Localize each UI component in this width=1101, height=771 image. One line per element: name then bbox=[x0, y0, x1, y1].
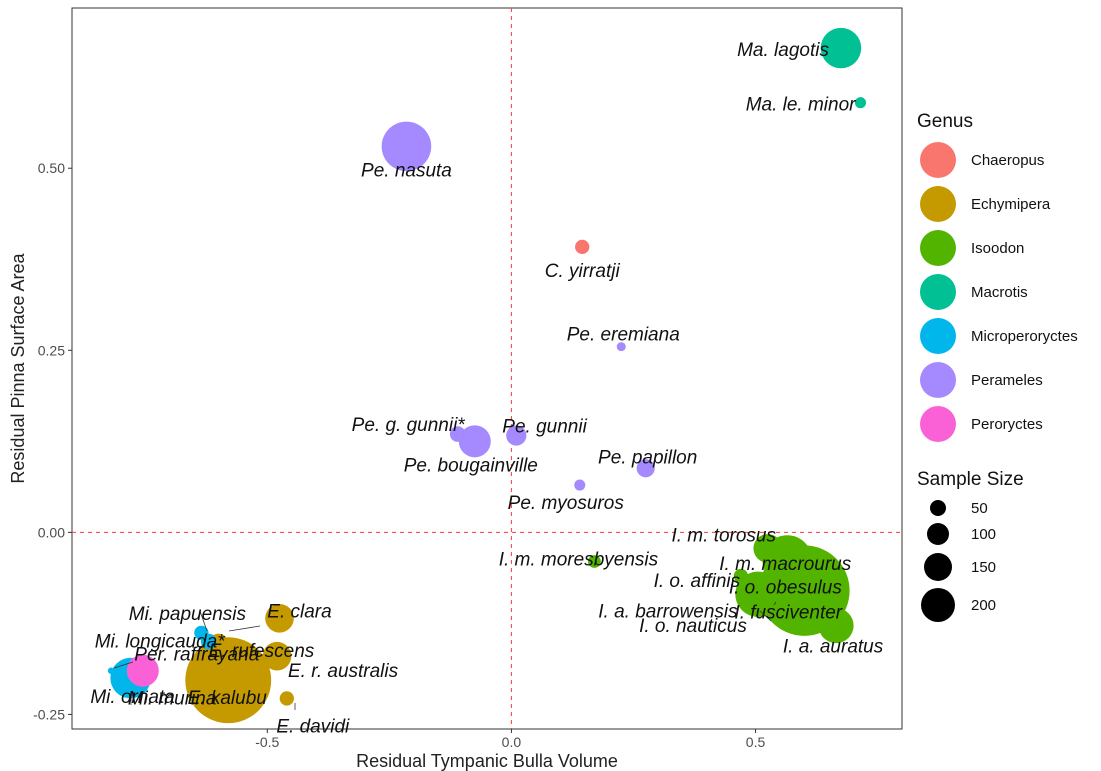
legend-key-macrotis bbox=[920, 274, 956, 310]
legend-label-perameles: Perameles bbox=[971, 372, 1043, 389]
size-label-100: 100 bbox=[971, 526, 996, 543]
y-axis-title: Residual Pinna Surface Area bbox=[8, 252, 28, 483]
point-i-m-torosus bbox=[753, 534, 783, 563]
point-label-mi-papuensis: Mi. papuensis bbox=[129, 604, 247, 625]
point-label-ma-le-minor: Ma. le. minor bbox=[746, 95, 856, 116]
legend-key-echymipera bbox=[920, 186, 956, 222]
point-e-kalubu bbox=[185, 637, 272, 724]
point-label-i-o-nauticus: I. o. nauticus bbox=[639, 616, 747, 637]
point-label-ma-lagotis: Ma. lagotis bbox=[737, 40, 829, 61]
x-tick-label: 0.0 bbox=[502, 734, 522, 750]
point-label-e-davidi: E. davidi bbox=[276, 716, 350, 737]
point-label-pe-nasuta: Pe. nasuta bbox=[361, 160, 452, 181]
point-mi-murina bbox=[107, 667, 115, 674]
point-i-o-nauticus bbox=[750, 590, 766, 606]
point-label-pe-myosuros: Pe. myosuros bbox=[508, 493, 625, 514]
point-ma-le-minor bbox=[854, 97, 867, 109]
legend-key-chaeropus bbox=[920, 142, 956, 178]
legend-label-isoodon: Isoodon bbox=[971, 240, 1024, 257]
point-label-mi-murina: Mi. murina bbox=[128, 689, 217, 710]
point-label-pe-gunnii: Pe. gunnii bbox=[502, 417, 587, 438]
point-c-yirratji bbox=[575, 239, 590, 255]
legend-label-macrotis: Macrotis bbox=[971, 284, 1028, 301]
legend-key-isoodon bbox=[920, 230, 956, 266]
point-i-a-auratus bbox=[818, 608, 854, 644]
sample-size-legend-title: Sample Size bbox=[917, 469, 1024, 490]
point-label-pe-eremiana: Pe. eremiana bbox=[567, 325, 680, 346]
sample-size-legend: Sample Size 50 100 150 200 bbox=[917, 469, 1024, 622]
y-tick-label: -0.25 bbox=[33, 706, 65, 722]
legend-label-peroryctes: Peroryctes bbox=[971, 416, 1043, 433]
size-label-50: 50 bbox=[971, 500, 988, 517]
point-label-e-r-australis: E. r. australis bbox=[288, 661, 399, 682]
point-label-i-fusciventer: I. fusciventer bbox=[734, 602, 842, 623]
point-label-i-a-barrowensis: I. a. barrowensis bbox=[598, 601, 738, 622]
leader-line bbox=[228, 625, 261, 632]
point-label-i-m-torosus: I. m. torosus bbox=[671, 525, 776, 546]
x-tick-label: -0.5 bbox=[255, 734, 279, 750]
leader-line bbox=[773, 601, 777, 606]
point-label-i-a-auratus: I. a. auratus bbox=[783, 637, 884, 658]
genus-legend: Genus Chaeropus Echymipera Isoodon Macrotis… bbox=[917, 111, 1078, 442]
size-label-150: 150 bbox=[971, 559, 996, 576]
leader-line bbox=[199, 610, 208, 632]
point-label-i-o-affinis: I. o. affinis bbox=[654, 571, 741, 592]
point-label-per-raffrayana: Per. raffrayana bbox=[134, 645, 259, 666]
y-tick-label: 0.25 bbox=[38, 342, 65, 358]
legend-key-peroryctes bbox=[920, 406, 956, 442]
point-mi-papuensis bbox=[194, 625, 209, 641]
size-key-100 bbox=[927, 523, 949, 545]
point-pe-nasuta bbox=[381, 121, 432, 172]
x-axis-title: Residual Tympanic Bulla Volume bbox=[356, 751, 618, 771]
size-key-150 bbox=[924, 553, 952, 581]
point-label-i-m-macrourus: I. m. macrourus bbox=[719, 554, 851, 575]
point-e-r-australis bbox=[262, 641, 292, 671]
point-label-pe-g-gunnii: Pe. g. gunnii* bbox=[352, 415, 466, 436]
legend-label-chaeropus: Chaeropus bbox=[971, 152, 1044, 169]
point-label-pe-bougainville: Pe. bougainville bbox=[404, 455, 538, 476]
size-key-200 bbox=[921, 588, 955, 622]
point-label-i-o-obesulus: I. o. obesulus bbox=[729, 578, 843, 599]
leader-line bbox=[113, 661, 134, 669]
legend-key-microperoryctes bbox=[920, 318, 956, 354]
y-tick-label: 0.00 bbox=[38, 524, 65, 540]
point-ma-lagotis bbox=[820, 27, 862, 69]
point-pe-g-gunnii bbox=[449, 426, 466, 442]
point-label-c-yirratji: C. yirratji bbox=[545, 261, 621, 282]
point-label-e-kalubu: E. kalubu bbox=[188, 688, 268, 709]
point-i-o-affinis bbox=[733, 568, 749, 584]
point-e-clara bbox=[265, 603, 294, 633]
point-e-davidi bbox=[279, 691, 294, 706]
point-per-raffrayana bbox=[126, 654, 159, 687]
point-pe-eremiana bbox=[616, 342, 626, 352]
point-label-mi-ornata: Mi. ornata bbox=[90, 687, 174, 708]
legend-key-perameles bbox=[920, 362, 956, 398]
point-pe-bougainville bbox=[458, 425, 491, 458]
point-label-mi-longicauda: Mi. longicauda* bbox=[95, 632, 226, 653]
x-tick-label: 0.5 bbox=[746, 734, 766, 750]
point-pe-gunnii bbox=[506, 425, 527, 446]
point-pe-papillon bbox=[636, 459, 655, 478]
size-label-200: 200 bbox=[971, 597, 996, 614]
point-label-i-m-moresbyensis: I. m. moresbyensis bbox=[499, 549, 659, 570]
size-key-50 bbox=[930, 500, 946, 516]
point-label-e-clara: E. clara bbox=[267, 601, 331, 622]
legend-label-echymipera: Echymipera bbox=[971, 196, 1051, 213]
leader-line bbox=[759, 610, 772, 622]
point-label-e-rufescens: E. rufescens bbox=[209, 641, 315, 662]
legend-label-microperoryctes: Microperoryctes bbox=[971, 328, 1078, 345]
point-i-m-moresbyensis bbox=[588, 555, 601, 568]
point-label-pe-papillon: Pe. papillon bbox=[598, 447, 697, 468]
genus-legend-title: Genus bbox=[917, 111, 973, 132]
y-tick-label: 0.50 bbox=[38, 160, 65, 176]
point-pe-myosuros bbox=[574, 479, 586, 491]
